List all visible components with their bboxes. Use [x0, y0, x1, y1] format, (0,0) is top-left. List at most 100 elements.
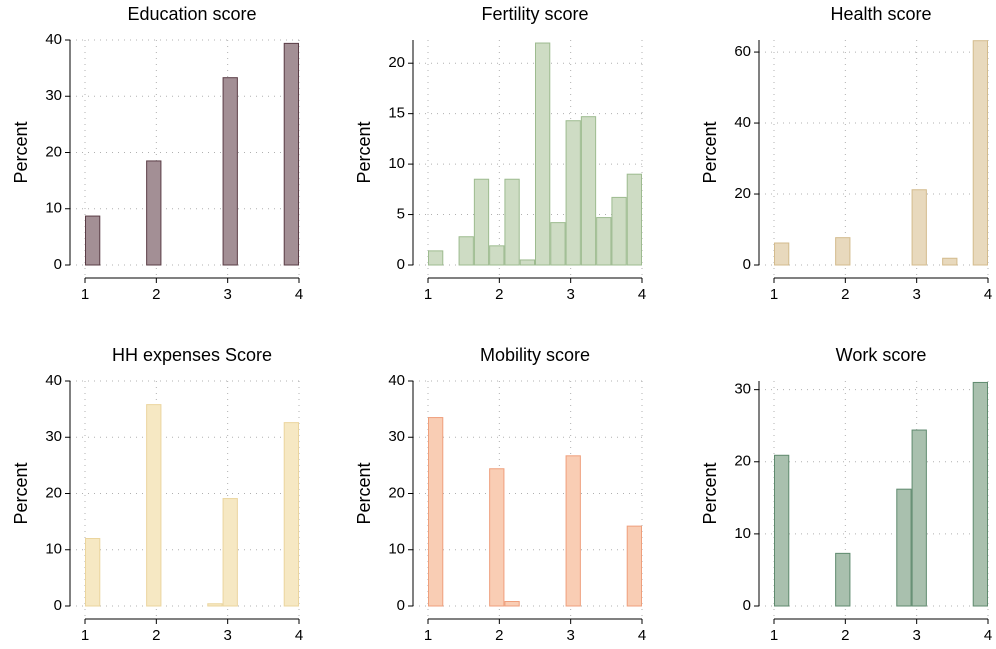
x-tick-label: 4 [638, 286, 646, 303]
panel-title: Mobility score [480, 345, 590, 365]
y-axis-label: Percent [700, 462, 720, 524]
panel-title: Health score [830, 4, 931, 24]
histogram-bar [596, 217, 612, 266]
y-tick-label: 0 [397, 256, 405, 273]
x-tick-label: 1 [424, 286, 432, 303]
y-tick-label: 20 [388, 484, 405, 501]
y-tick-label: 40 [388, 372, 405, 389]
x-tick-label: 3 [912, 286, 920, 303]
x-tick-label: 4 [295, 627, 303, 644]
x-tick-label: 2 [841, 286, 849, 303]
y-tick-label: 20 [45, 143, 62, 160]
x-tick-label: 3 [223, 286, 231, 303]
y-tick-label: 40 [45, 31, 62, 48]
histogram-bar [222, 77, 238, 266]
y-tick-label: 10 [388, 155, 405, 172]
y-tick-label: 0 [743, 597, 751, 614]
histogram-bar [835, 552, 851, 607]
panel-title: Work score [836, 345, 927, 365]
histogram-bar [146, 160, 162, 266]
y-tick-label: 5 [397, 206, 405, 223]
y-tick-label: 20 [45, 484, 62, 501]
y-tick-label: 0 [54, 256, 62, 273]
histogram-bar [774, 454, 790, 607]
x-tick-label: 3 [566, 627, 574, 644]
y-tick-label: 30 [388, 428, 405, 445]
x-tick-label: 3 [912, 627, 920, 644]
histogram-bar [611, 196, 627, 266]
histogram-bar [535, 42, 551, 266]
x-tick-label: 4 [984, 286, 992, 303]
histogram-bar [972, 381, 988, 607]
histogram-bar [458, 236, 474, 266]
histogram-bar [222, 498, 238, 607]
y-tick-label: 10 [45, 541, 62, 558]
y-tick-label: 30 [45, 87, 62, 104]
histogram-bar [626, 525, 642, 607]
y-tick-label: 30 [45, 428, 62, 445]
y-tick-label: 0 [54, 597, 62, 614]
histogram-bar [896, 488, 912, 607]
x-tick-label: 2 [152, 627, 160, 644]
y-axis-label: Percent [11, 462, 31, 524]
histogram-bar [489, 245, 505, 266]
histogram-bar [504, 178, 520, 266]
panel-title: Education score [127, 4, 256, 24]
x-tick-label: 2 [495, 627, 503, 644]
x-tick-label: 1 [424, 627, 432, 644]
x-tick-label: 4 [984, 627, 992, 644]
histogram-bar [774, 242, 790, 266]
histogram-bar [550, 222, 566, 266]
x-tick-label: 2 [495, 286, 503, 303]
x-tick-label: 3 [223, 627, 231, 644]
histogram-bar [519, 259, 535, 266]
y-tick-label: 40 [45, 372, 62, 389]
y-tick-label: 0 [743, 256, 751, 273]
x-tick-label: 1 [81, 627, 89, 644]
y-tick-label: 30 [734, 381, 751, 398]
y-tick-label: 40 [734, 114, 751, 131]
histogram-bar [473, 178, 490, 266]
histogram-bar [283, 42, 299, 266]
histogram-bar [207, 603, 223, 607]
y-tick-label: 10 [45, 200, 62, 217]
histogram-bar [428, 417, 444, 607]
x-tick-label: 3 [566, 286, 574, 303]
x-tick-label: 1 [81, 286, 89, 303]
histogram-bar [565, 455, 581, 607]
x-tick-label: 4 [295, 286, 303, 303]
x-tick-label: 1 [770, 286, 778, 303]
x-tick-label: 1 [770, 627, 778, 644]
y-tick-label: 10 [734, 525, 751, 542]
y-axis-label: Percent [700, 121, 720, 183]
histogram-bar [580, 116, 597, 266]
histogram-bar [626, 173, 642, 266]
y-tick-label: 20 [734, 185, 751, 202]
histogram-bar [911, 429, 927, 607]
x-tick-label: 2 [841, 627, 849, 644]
histogram-bar [489, 468, 505, 607]
x-tick-label: 2 [152, 286, 160, 303]
x-tick-label: 4 [638, 627, 646, 644]
y-axis-label: Percent [354, 462, 374, 524]
histogram-bar [504, 601, 520, 607]
histogram-bar [911, 189, 927, 266]
y-tick-label: 15 [388, 105, 405, 122]
y-tick-label: 20 [734, 453, 751, 470]
histogram-bar [942, 257, 958, 266]
y-tick-label: 20 [388, 54, 405, 71]
histogram-bar [283, 422, 299, 607]
histogram-bar [85, 538, 101, 607]
histogram-bar [565, 120, 581, 266]
histogram-bar [85, 215, 101, 266]
histogram-bar [835, 237, 851, 266]
y-tick-label: 10 [388, 541, 405, 558]
histogram-bar [972, 40, 988, 266]
panel-title: Fertility score [481, 4, 588, 24]
y-axis-label: Percent [354, 121, 374, 183]
y-tick-label: 0 [397, 597, 405, 614]
y-tick-label: 60 [734, 43, 751, 60]
panel-title: HH expenses Score [112, 345, 272, 365]
y-axis-label: Percent [11, 121, 31, 183]
